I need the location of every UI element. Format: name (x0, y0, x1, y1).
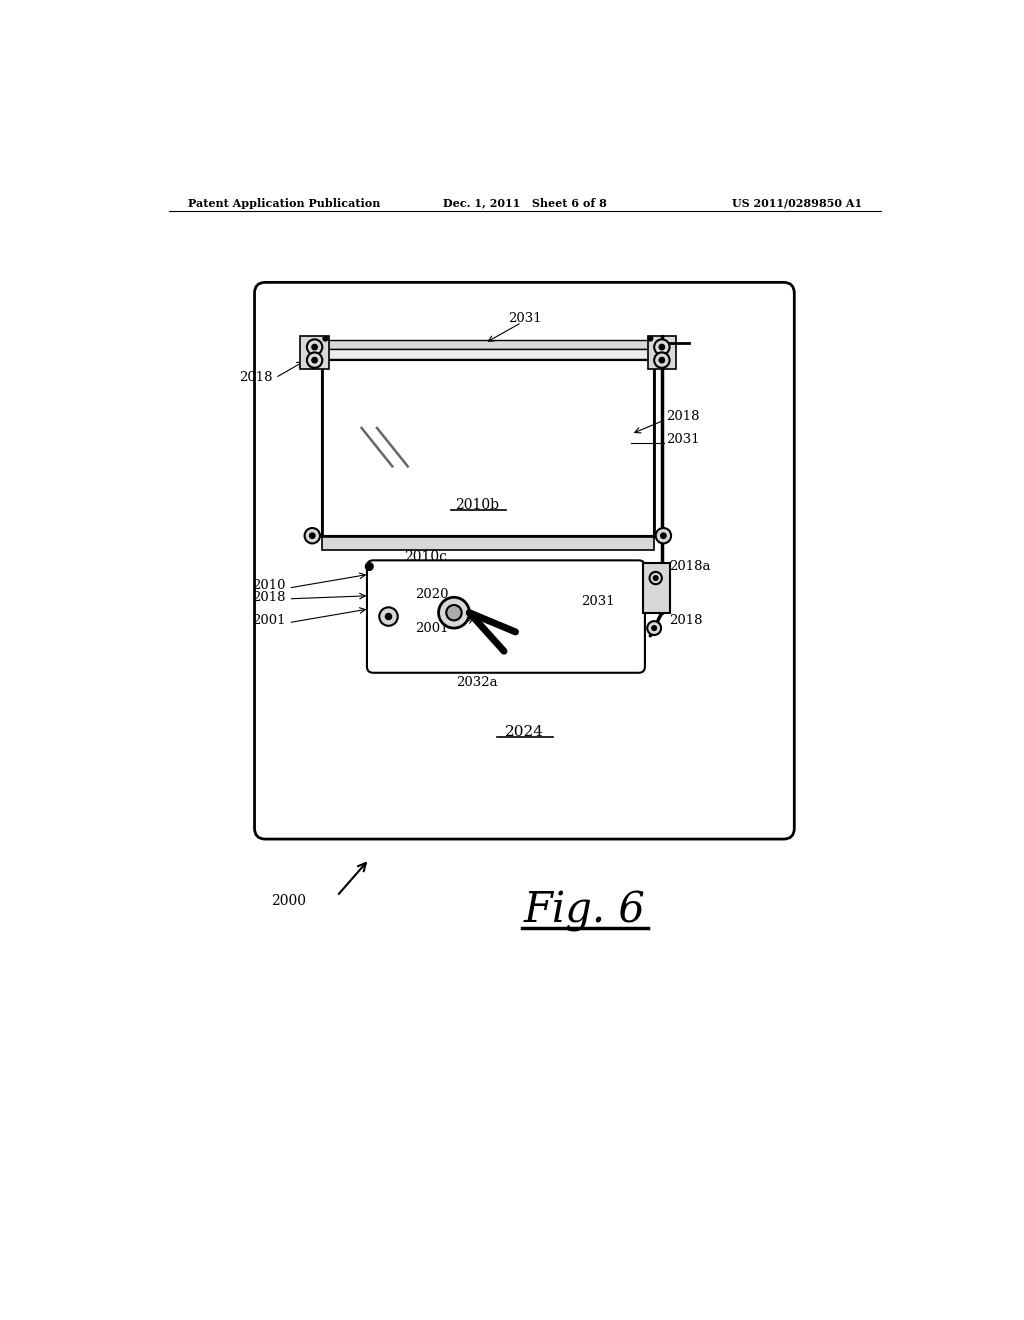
Circle shape (307, 352, 323, 368)
Text: Fig. 6: Fig. 6 (524, 891, 646, 932)
Circle shape (385, 614, 391, 619)
Circle shape (438, 597, 469, 628)
Circle shape (652, 626, 656, 631)
Circle shape (312, 358, 317, 363)
Text: Patent Application Publication: Patent Application Publication (188, 198, 381, 209)
Text: 2024: 2024 (505, 725, 545, 739)
Circle shape (654, 352, 670, 368)
Text: 2001: 2001 (253, 614, 286, 627)
Text: 2010b: 2010b (455, 498, 499, 512)
Circle shape (654, 339, 670, 355)
Circle shape (659, 345, 665, 350)
Circle shape (307, 339, 323, 355)
Circle shape (660, 533, 666, 539)
Text: 2031: 2031 (508, 312, 542, 325)
Circle shape (366, 562, 373, 570)
Bar (322, 350, 654, 359)
Text: 2018: 2018 (240, 371, 273, 384)
Circle shape (309, 533, 315, 539)
Bar (322, 360, 654, 536)
Circle shape (312, 345, 317, 350)
Circle shape (649, 572, 662, 585)
Circle shape (653, 576, 658, 581)
Circle shape (647, 335, 653, 342)
Circle shape (647, 622, 662, 635)
Text: US 2011/0289850 A1: US 2011/0289850 A1 (732, 198, 862, 209)
Bar (648, 335, 676, 370)
Text: 2031: 2031 (666, 433, 699, 446)
Circle shape (655, 528, 671, 544)
FancyBboxPatch shape (367, 561, 645, 673)
Text: 2018: 2018 (666, 409, 699, 422)
Bar (322, 537, 654, 549)
Text: 2018: 2018 (670, 614, 703, 627)
Bar (643, 562, 670, 612)
Bar (322, 341, 654, 350)
Text: 2032a: 2032a (457, 676, 498, 689)
Circle shape (379, 607, 397, 626)
Text: 2020: 2020 (416, 589, 449, 602)
Text: 2001: 2001 (416, 622, 449, 635)
Circle shape (659, 358, 665, 363)
Text: Dec. 1, 2011   Sheet 6 of 8: Dec. 1, 2011 Sheet 6 of 8 (443, 198, 606, 209)
Text: 2018a: 2018a (670, 560, 711, 573)
Text: 2031: 2031 (581, 594, 614, 607)
Bar (300, 335, 330, 370)
Text: 2010c: 2010c (403, 550, 446, 564)
Circle shape (304, 528, 319, 544)
Circle shape (446, 605, 462, 620)
FancyBboxPatch shape (255, 282, 795, 840)
Text: 2000: 2000 (271, 895, 306, 908)
Text: 2010: 2010 (253, 579, 286, 593)
Circle shape (323, 335, 329, 342)
Text: 2018: 2018 (253, 591, 286, 603)
